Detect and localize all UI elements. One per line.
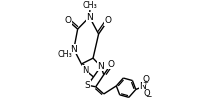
Text: S: S bbox=[85, 81, 90, 90]
Text: CH₃: CH₃ bbox=[57, 50, 72, 59]
Text: O: O bbox=[143, 89, 150, 98]
Text: CH₃: CH₃ bbox=[83, 1, 98, 10]
Text: O: O bbox=[104, 16, 111, 25]
Text: N: N bbox=[98, 62, 104, 71]
Text: N: N bbox=[82, 66, 89, 75]
Text: O: O bbox=[108, 60, 114, 69]
Text: −: − bbox=[145, 92, 151, 101]
Text: O: O bbox=[143, 75, 150, 84]
Text: O: O bbox=[64, 16, 71, 25]
Text: N: N bbox=[70, 45, 77, 54]
Text: +: + bbox=[142, 80, 148, 86]
Text: N: N bbox=[86, 13, 93, 22]
Text: N: N bbox=[139, 82, 146, 91]
